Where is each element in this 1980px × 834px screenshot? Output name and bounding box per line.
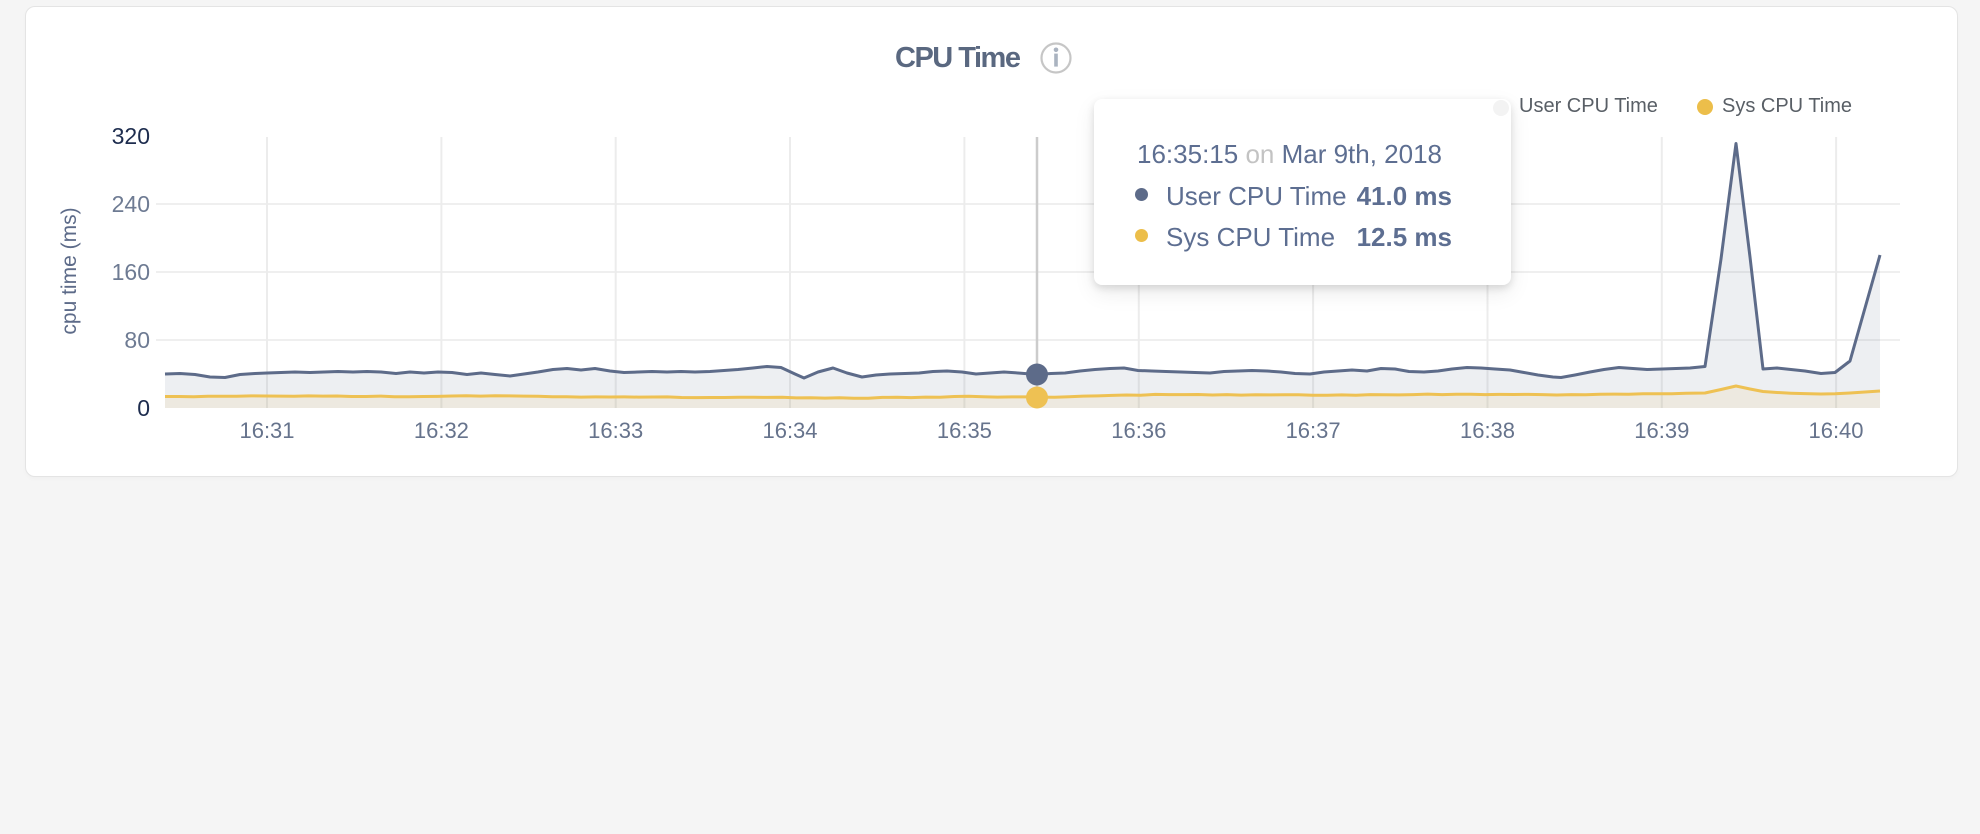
svg-text:16:32: 16:32 [414, 418, 469, 443]
svg-text:16:35: 16:35 [937, 418, 992, 443]
svg-text:16:37: 16:37 [1286, 418, 1341, 443]
svg-text:240: 240 [112, 191, 150, 217]
svg-text:16:36: 16:36 [1111, 418, 1166, 443]
svg-text:16:34: 16:34 [762, 418, 817, 443]
svg-text:0: 0 [137, 395, 150, 421]
svg-text:16:31: 16:31 [239, 418, 294, 443]
svg-text:160: 160 [112, 259, 150, 285]
svg-text:320: 320 [112, 123, 150, 149]
svg-text:16:33: 16:33 [588, 418, 643, 443]
svg-text:16:39: 16:39 [1634, 418, 1689, 443]
svg-text:16:40: 16:40 [1808, 418, 1863, 443]
svg-text:80: 80 [124, 327, 150, 353]
svg-text:16:38: 16:38 [1460, 418, 1515, 443]
